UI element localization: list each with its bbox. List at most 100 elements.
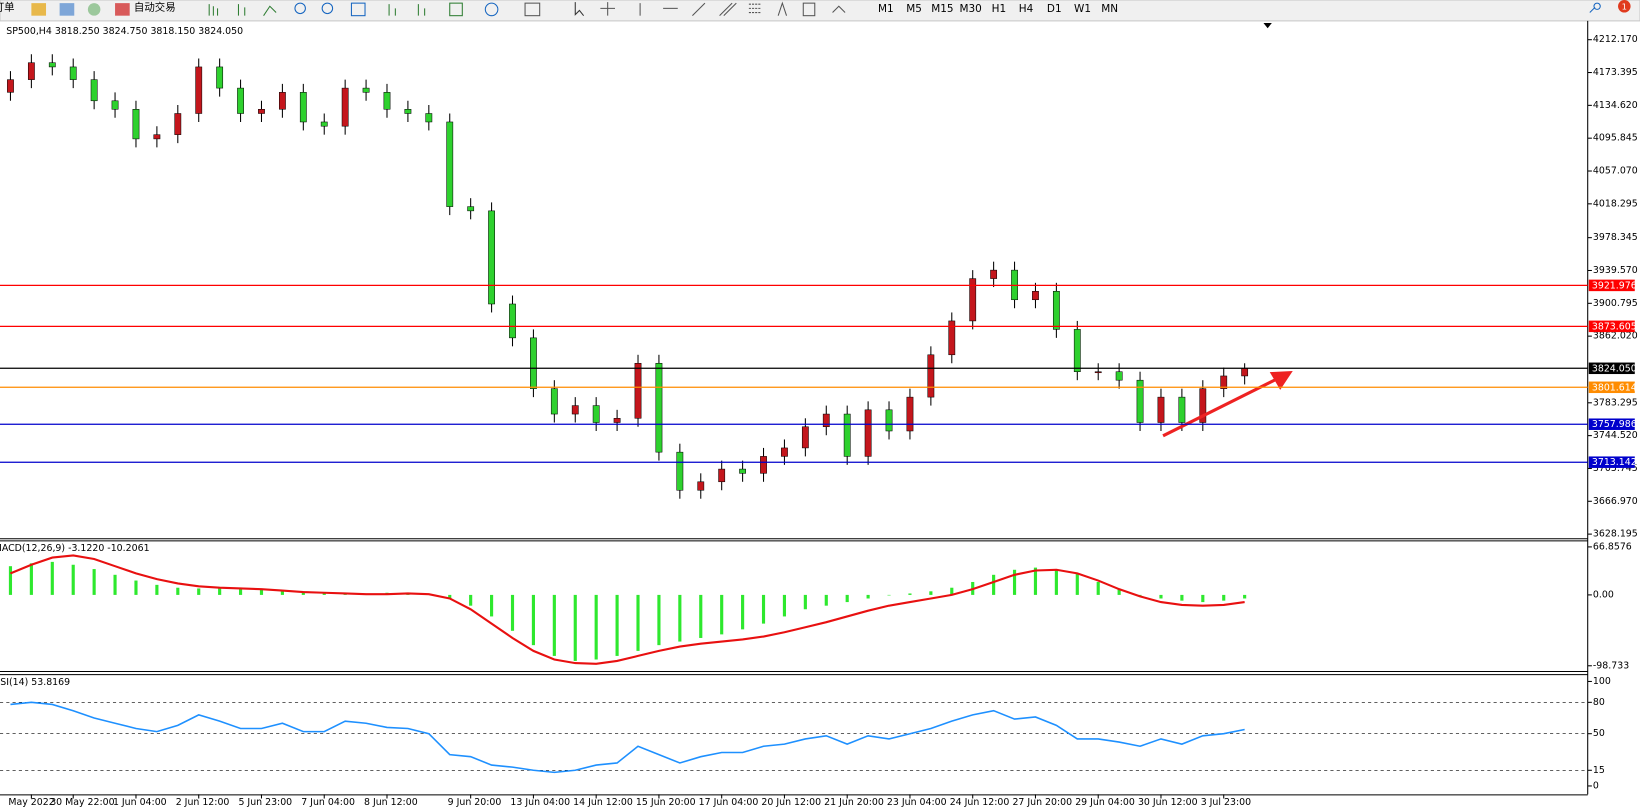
icon[interactable] — [263, 5, 277, 16]
candle-body — [48, 62, 56, 68]
auto-trade-icon[interactable] — [115, 3, 130, 16]
candle-body — [760, 456, 767, 474]
candle-body — [613, 418, 621, 423]
histogram-bar — [50, 561, 54, 595]
histogram-bar — [1012, 569, 1017, 595]
icon[interactable] — [484, 2, 499, 17]
histogram-bar — [761, 594, 766, 624]
icon[interactable] — [31, 3, 47, 16]
icon[interactable] — [600, 2, 616, 16]
candle-body — [885, 409, 893, 432]
candle-body — [634, 362, 642, 419]
icon[interactable] — [294, 2, 306, 15]
icon[interactable] — [719, 2, 737, 17]
x-tick-label: 30 May 22:00 — [50, 797, 114, 808]
timeframe-button[interactable]: M1 — [878, 3, 894, 15]
candle-body — [550, 388, 558, 415]
candle-body — [1094, 371, 1102, 374]
candle-body — [592, 405, 600, 423]
histogram-bar — [741, 594, 745, 630]
price-label: 3921.976 — [1592, 280, 1637, 291]
candle-body — [509, 303, 516, 339]
icon[interactable] — [777, 1, 788, 16]
icon[interactable] — [208, 4, 219, 16]
icon[interactable] — [802, 2, 816, 17]
histogram-bar — [71, 564, 75, 595]
y-tick-label: 3939.570 — [1593, 265, 1638, 276]
icon[interactable] — [87, 3, 101, 16]
search-icon[interactable] — [1589, 2, 1601, 13]
y-tick-label: 4134.620 — [1593, 100, 1638, 111]
price-label-bg — [1588, 279, 1635, 292]
histogram-bar — [301, 591, 305, 595]
histogram-bar — [1201, 594, 1205, 603]
histogram-bar — [803, 594, 807, 610]
x-tick-label: 1 Jun 04:00 — [113, 797, 167, 808]
y-tick-label: 4173.395 — [1593, 67, 1638, 78]
trend-arrowhead — [1269, 371, 1293, 390]
candle-body — [404, 109, 412, 114]
timeframe-button[interactable]: D1 — [1047, 3, 1062, 15]
candle-body — [1115, 371, 1123, 381]
timeframe-button[interactable]: MN — [1101, 3, 1118, 15]
histogram-bar — [657, 594, 661, 646]
candle-body — [278, 92, 286, 110]
candle-body — [530, 337, 537, 389]
icon[interactable] — [748, 3, 762, 14]
y-tick-label: 4212.170 — [1593, 34, 1638, 45]
x-tick-label: 2 Jun 12:00 — [176, 797, 230, 808]
icon[interactable] — [524, 2, 541, 17]
candle-body — [1157, 396, 1165, 423]
histogram-bar — [636, 594, 640, 651]
timeframe-button[interactable]: M15 — [931, 3, 953, 15]
icon[interactable] — [449, 2, 463, 17]
y-tick-label: 3666.970 — [1593, 496, 1638, 507]
shift-marker — [1263, 22, 1272, 29]
icon[interactable] — [350, 2, 366, 17]
icon[interactable] — [832, 5, 846, 13]
notification-badge[interactable] — [1618, 0, 1631, 13]
timeframe-button[interactable]: W1 — [1074, 3, 1091, 15]
candle-body — [383, 92, 391, 110]
histogram-bar — [573, 594, 577, 661]
x-tick-label: 5 Jun 23:00 — [238, 797, 292, 808]
candle-body — [718, 468, 726, 483]
candle-body — [801, 426, 809, 449]
candle-body — [864, 409, 872, 457]
icon[interactable] — [59, 3, 75, 16]
icon[interactable] — [417, 4, 426, 16]
candle-body — [781, 447, 788, 457]
order-button[interactable]: 订单 — [0, 1, 15, 13]
candle-body — [425, 113, 433, 123]
icon[interactable] — [692, 2, 706, 17]
timeframe-button[interactable]: H1 — [992, 3, 1007, 15]
toolbar: 订单 自动交易 1 M1 M5 M15 M30 H1 H4 D1 W1 MN — [0, 0, 1640, 22]
indicator-label: MACD(12,26,9) -3.1220 -10.2061 — [0, 543, 150, 554]
badge-count: 1 — [1622, 1, 1627, 11]
candle-body — [341, 87, 349, 127]
histogram-bar — [29, 563, 33, 595]
x-tick-label: 15 Jun 20:00 — [636, 797, 696, 808]
histogram-bar — [448, 594, 452, 599]
timeframe-button[interactable]: M30 — [959, 3, 981, 15]
candle-body — [948, 320, 956, 356]
icon[interactable] — [237, 4, 246, 16]
histogram-bar — [8, 566, 13, 595]
icon[interactable] — [574, 2, 585, 17]
y-tick-label: 0 — [1593, 780, 1599, 791]
histogram-bar — [1138, 594, 1142, 596]
icon[interactable] — [321, 2, 334, 15]
y-tick-label: 50 — [1593, 728, 1605, 739]
auto-trade-button[interactable]: 自动交易 — [134, 0, 176, 13]
timeframe-button[interactable]: M5 — [906, 3, 922, 15]
candle-body — [906, 396, 914, 432]
candle-body — [739, 468, 747, 474]
candle-body — [69, 66, 77, 80]
y-tick-label: 3862.020 — [1593, 331, 1638, 342]
icon[interactable] — [388, 4, 396, 16]
indicator-label: RSI(14) 53.8169 — [0, 677, 70, 688]
y-tick-label: 4095.845 — [1593, 133, 1638, 144]
timeframe-button[interactable]: H4 — [1019, 3, 1034, 15]
